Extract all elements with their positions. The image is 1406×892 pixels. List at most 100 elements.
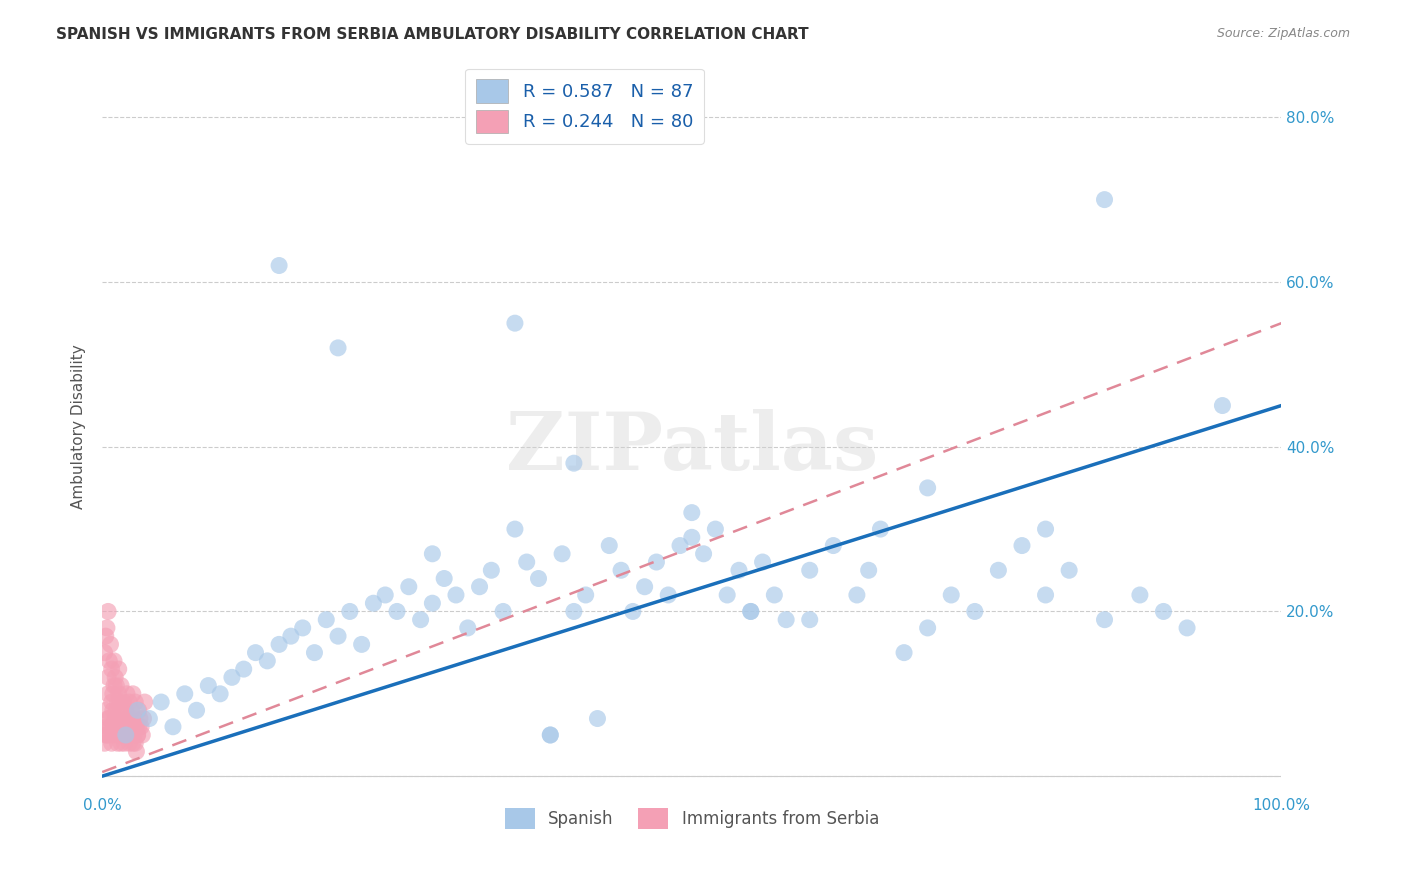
Point	[122, 712, 145, 726]
Point	[93, 646, 115, 660]
Point	[100, 695, 122, 709]
Point	[115, 728, 138, 742]
Point	[409, 613, 432, 627]
Point	[124, 736, 146, 750]
Point	[326, 629, 349, 643]
Point	[657, 588, 679, 602]
Point	[104, 712, 127, 726]
Point	[94, 728, 117, 742]
Point	[107, 736, 129, 750]
Point	[681, 530, 703, 544]
Point	[101, 703, 124, 717]
Point	[101, 687, 124, 701]
Point	[162, 720, 184, 734]
Point	[987, 563, 1010, 577]
Point	[468, 580, 491, 594]
Point	[108, 695, 131, 709]
Point	[374, 588, 396, 602]
Point	[291, 621, 314, 635]
Point	[127, 728, 149, 742]
Point	[503, 316, 526, 330]
Point	[105, 728, 128, 742]
Text: ZIPatlas: ZIPatlas	[506, 409, 877, 487]
Point	[799, 613, 821, 627]
Point	[104, 712, 127, 726]
Point	[128, 703, 150, 717]
Point	[107, 695, 129, 709]
Point	[669, 539, 692, 553]
Point	[98, 654, 121, 668]
Point	[121, 703, 143, 717]
Point	[97, 687, 120, 701]
Point	[197, 679, 219, 693]
Point	[132, 712, 155, 726]
Point	[96, 728, 118, 742]
Point	[114, 720, 136, 734]
Point	[1057, 563, 1080, 577]
Point	[110, 703, 132, 717]
Point	[538, 728, 561, 742]
Point	[1094, 613, 1116, 627]
Point	[1011, 539, 1033, 553]
Point	[232, 662, 254, 676]
Point	[127, 703, 149, 717]
Point	[775, 613, 797, 627]
Point	[93, 736, 115, 750]
Point	[869, 522, 891, 536]
Point	[503, 522, 526, 536]
Point	[120, 728, 142, 742]
Point	[963, 604, 986, 618]
Point	[858, 563, 880, 577]
Point	[267, 637, 290, 651]
Point	[118, 695, 141, 709]
Point	[315, 613, 337, 627]
Point	[111, 720, 134, 734]
Point	[118, 736, 141, 750]
Point	[562, 604, 585, 618]
Point	[114, 728, 136, 742]
Point	[692, 547, 714, 561]
Text: SPANISH VS IMMIGRANTS FROM SERBIA AMBULATORY DISABILITY CORRELATION CHART: SPANISH VS IMMIGRANTS FROM SERBIA AMBULA…	[56, 27, 808, 42]
Point	[267, 259, 290, 273]
Point	[728, 563, 751, 577]
Point	[385, 604, 408, 618]
Point	[799, 563, 821, 577]
Point	[173, 687, 195, 701]
Point	[422, 596, 444, 610]
Point	[111, 720, 134, 734]
Point	[422, 547, 444, 561]
Point	[101, 728, 124, 742]
Point	[245, 646, 267, 660]
Point	[1175, 621, 1198, 635]
Point	[105, 679, 128, 693]
Point	[100, 736, 122, 750]
Point	[1035, 522, 1057, 536]
Point	[128, 720, 150, 734]
Point	[492, 604, 515, 618]
Point	[516, 555, 538, 569]
Point	[103, 679, 125, 693]
Point	[134, 695, 156, 709]
Point	[444, 588, 467, 602]
Point	[562, 456, 585, 470]
Point	[610, 563, 633, 577]
Point	[363, 596, 385, 610]
Point	[122, 728, 145, 742]
Point	[621, 604, 644, 618]
Point	[100, 662, 122, 676]
Point	[127, 728, 149, 742]
Point	[100, 637, 122, 651]
Point	[114, 736, 136, 750]
Point	[115, 687, 138, 701]
Point	[457, 621, 479, 635]
Point	[633, 580, 655, 594]
Point	[716, 588, 738, 602]
Point	[97, 712, 120, 726]
Point	[1129, 588, 1152, 602]
Point	[129, 720, 152, 734]
Point	[575, 588, 598, 602]
Point	[125, 744, 148, 758]
Point	[131, 728, 153, 742]
Point	[97, 604, 120, 618]
Point	[98, 728, 121, 742]
